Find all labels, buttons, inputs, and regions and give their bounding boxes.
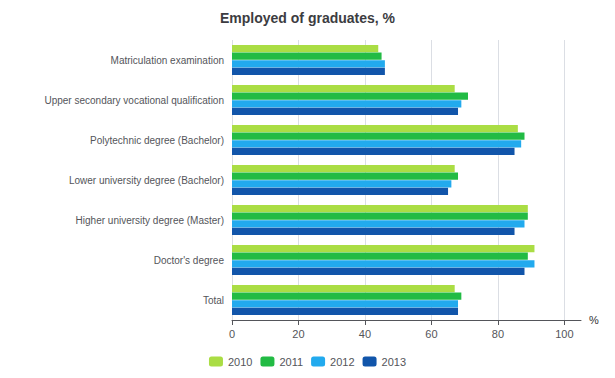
svg-text:2013: 2013 [382, 356, 406, 368]
svg-text:2011: 2011 [279, 356, 303, 368]
svg-text:Employed of graduates, %: Employed of graduates, % [220, 10, 396, 26]
svg-text:Upper secondary vocational qua: Upper secondary vocational qualification [44, 95, 224, 106]
svg-text:2012: 2012 [330, 356, 354, 368]
svg-text:100: 100 [555, 328, 573, 340]
svg-text:60: 60 [425, 328, 437, 340]
svg-text:Total: Total [203, 295, 224, 306]
svg-text:Matriculation examination: Matriculation examination [111, 55, 224, 66]
svg-text:Lower university degree (Bache: Lower university degree (Bachelor) [69, 175, 224, 186]
svg-text:Higher university degree (Mast: Higher university degree (Master) [76, 215, 224, 226]
svg-text:80: 80 [492, 328, 504, 340]
svg-text:Doctor's degree: Doctor's degree [154, 255, 225, 266]
svg-text:20: 20 [292, 328, 304, 340]
svg-text:0: 0 [229, 328, 235, 340]
svg-text:2010: 2010 [228, 356, 252, 368]
svg-text:40: 40 [359, 328, 371, 340]
svg-text:Polytechnic degree (Bachelor): Polytechnic degree (Bachelor) [90, 135, 224, 146]
svg-text:%: % [589, 314, 599, 326]
